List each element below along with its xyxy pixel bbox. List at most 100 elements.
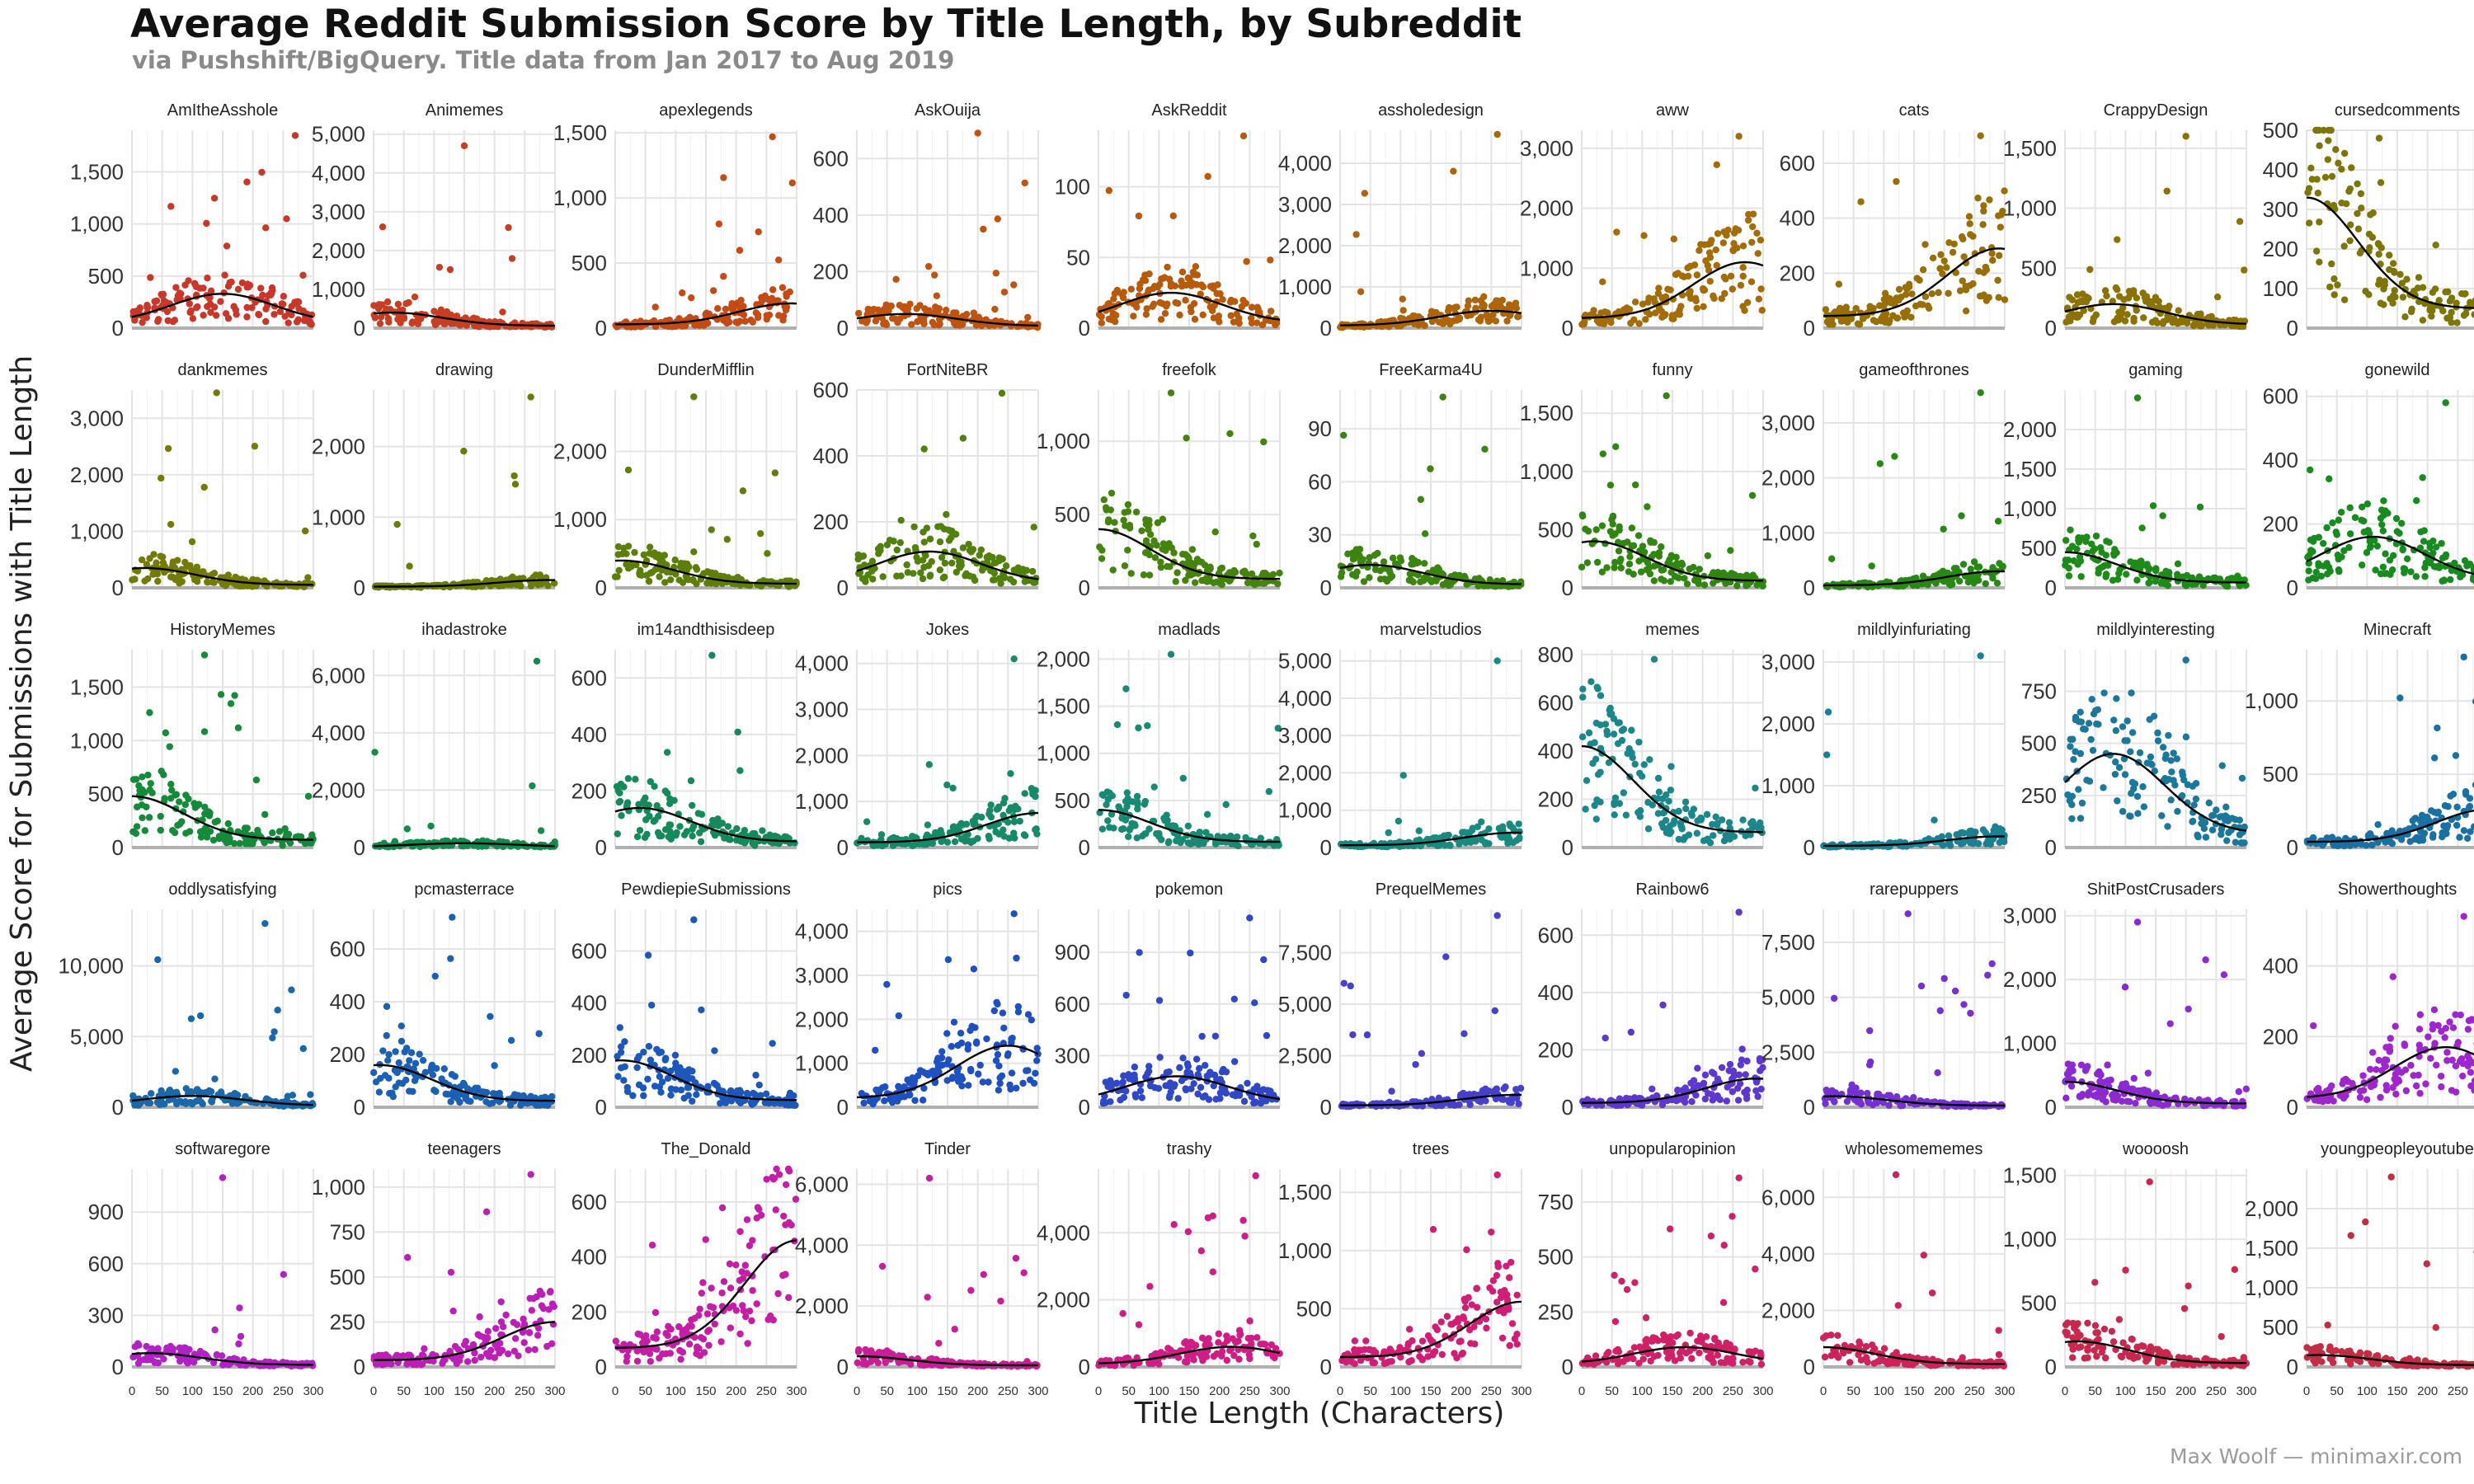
data-point: [1415, 827, 1423, 834]
data-point: [1129, 798, 1136, 805]
data-point: [624, 466, 633, 474]
data-point: [1929, 254, 1937, 262]
data-point: [925, 761, 933, 768]
data-point: [2074, 561, 2081, 568]
data-point: [405, 298, 412, 307]
data-point: [1747, 278, 1756, 286]
y-tick-label: 1,500: [2003, 136, 2057, 161]
data-point: [1611, 564, 1618, 571]
y-tick-label: 500: [2021, 256, 2057, 280]
data-point: [1594, 685, 1602, 693]
trend-line: [2306, 196, 2474, 309]
data-point: [2435, 297, 2443, 304]
data-point: [157, 812, 164, 820]
data-point: [1108, 489, 1116, 497]
data-point: [1098, 547, 1106, 554]
data-point: [1721, 289, 1729, 298]
data-point: [222, 582, 229, 589]
data-point: [2199, 581, 2207, 589]
data-point: [193, 304, 200, 312]
data-point: [2097, 564, 2105, 572]
data-point: [534, 581, 542, 589]
data-point: [2382, 570, 2390, 577]
data-point: [933, 292, 941, 299]
data-point: [2306, 466, 2314, 474]
data-point: [741, 317, 749, 325]
data-point: [1937, 251, 1945, 259]
data-point: [1578, 733, 1587, 740]
data-point: [1385, 829, 1392, 837]
y-tick-label: 1,000: [1761, 773, 1815, 798]
data-point: [940, 573, 948, 581]
data-point: [1611, 811, 1618, 819]
data-point: [2001, 296, 2009, 303]
data-point: [1493, 657, 1501, 665]
y-tick-label: 200: [813, 510, 849, 534]
data-point: [1226, 298, 1235, 306]
data-point: [1587, 678, 1595, 685]
data-point: [1578, 321, 1586, 328]
data-point: [1125, 833, 1132, 841]
data-point: [1681, 798, 1690, 805]
data-point: [1192, 262, 1200, 270]
data-point: [215, 835, 223, 843]
data-point: [191, 280, 199, 288]
data-point: [1658, 308, 1666, 315]
data-point: [2001, 187, 2008, 195]
data-point: [2334, 281, 2341, 289]
data-point: [2432, 563, 2439, 571]
data-point: [951, 319, 958, 327]
data-point: [1644, 503, 1651, 510]
data-point: [2174, 560, 2182, 568]
facet-label: marvelstudios: [1380, 621, 1481, 639]
data-point: [1980, 207, 1987, 215]
data-point: [1253, 303, 1262, 311]
data-point: [1677, 303, 1685, 310]
data-point: [1606, 481, 1615, 489]
data-point: [700, 570, 708, 577]
data-point: [788, 179, 796, 187]
data-point: [1928, 290, 1935, 298]
data-point: [1164, 816, 1171, 824]
data-point: [172, 284, 180, 291]
data-point: [1712, 813, 1719, 821]
data-point: [2333, 531, 2340, 538]
data-point: [2440, 577, 2448, 585]
data-point: [172, 575, 180, 584]
data-point: [1959, 277, 1966, 284]
data-point: [1121, 562, 1129, 570]
data-point: [1467, 838, 1475, 846]
data-point: [2421, 564, 2429, 571]
y-tick-label: 0: [595, 835, 607, 860]
data-point: [207, 308, 214, 317]
data-point: [1000, 289, 1009, 296]
data-point: [1597, 309, 1605, 317]
data-point: [1919, 266, 1927, 274]
data-point: [1492, 317, 1500, 325]
data-point: [1172, 578, 1179, 585]
data-point: [2386, 265, 2393, 274]
data-point: [1912, 302, 1920, 310]
data-point: [878, 314, 886, 322]
data-point: [2335, 555, 2342, 563]
y-tick-label: 200: [1780, 261, 1815, 285]
data-point: [1011, 834, 1018, 842]
data-point: [2412, 497, 2420, 505]
data-point: [2419, 317, 2427, 324]
data-point: [1138, 527, 1145, 534]
data-point: [2328, 260, 2335, 268]
data-point: [447, 311, 455, 319]
data-point: [146, 786, 153, 794]
data-point: [650, 818, 658, 825]
data-point: [499, 582, 507, 589]
data-point: [1140, 571, 1148, 579]
data-point: [2140, 314, 2147, 322]
data-point: [2127, 558, 2134, 566]
data-point: [932, 303, 939, 311]
facet-label: FortNiteBR: [907, 361, 989, 379]
data-point: [720, 273, 727, 280]
data-point: [1593, 796, 1601, 804]
data-point: [2407, 568, 2415, 575]
data-point: [384, 843, 392, 851]
data-point: [1579, 693, 1587, 701]
